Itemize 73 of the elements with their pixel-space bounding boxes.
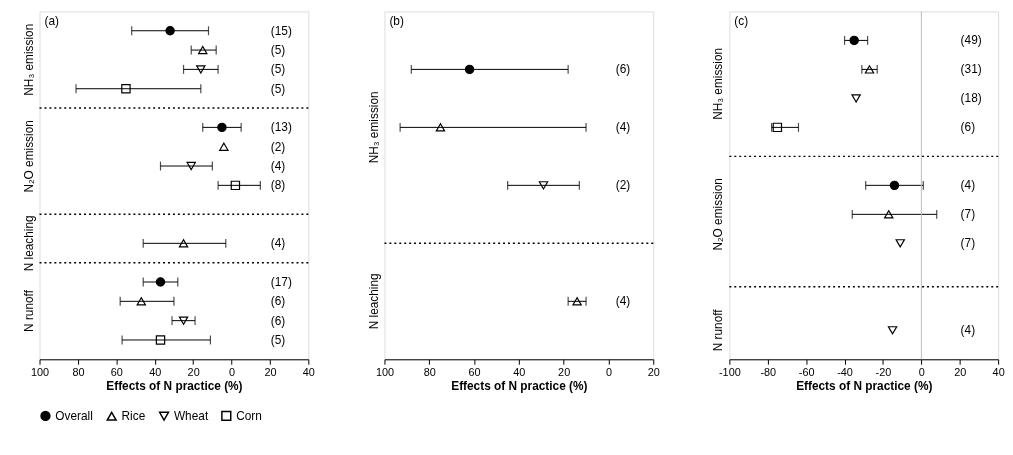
x-tick-label: 20: [187, 365, 200, 378]
y-tick-label: (6): [270, 294, 286, 309]
y-tick-label: (6): [960, 120, 976, 135]
x-tick-label: 20: [954, 365, 967, 378]
x-tick-label: 100: [375, 365, 394, 378]
y-tick-label: (7): [960, 207, 976, 222]
x-tick-label: -80: [760, 365, 777, 378]
y-tick-label: (5): [270, 81, 286, 96]
legend-label: Wheat: [173, 409, 209, 424]
text: N₂O emission: [21, 120, 36, 193]
y-tick-label: (2): [615, 178, 631, 193]
text: NH₃ emission: [21, 23, 36, 96]
y-tick-label: (4): [960, 323, 976, 338]
x-tick-label: 20: [264, 365, 277, 378]
y-tick-label: (4): [270, 158, 286, 173]
point: [196, 65, 206, 74]
point: [895, 239, 905, 248]
y-tick-label: (8): [270, 178, 286, 193]
x-tick-label: 20: [647, 365, 660, 378]
legend-label: Rice: [121, 409, 146, 424]
y-tick-label: (4): [960, 178, 976, 193]
x-tick-label: -40: [837, 365, 853, 378]
chart-title: (c): [734, 14, 749, 29]
x-tick-label: 80: [423, 365, 436, 378]
y-tick-label: (17): [270, 274, 292, 289]
y-tick-label: (4): [615, 294, 631, 309]
x-tick-label: 100: [30, 365, 50, 378]
y-tick-label: (4): [615, 120, 631, 135]
x-tick-label: 40: [992, 365, 1005, 378]
y-tick-label: (18): [960, 91, 982, 106]
x-tick-label: -60: [798, 365, 815, 378]
point: [887, 326, 898, 335]
text: NH₃ emission: [366, 91, 381, 164]
x-axis-title: Effects of N practice (%): [796, 379, 933, 394]
x-axis-title: Effects of N practice (%): [451, 379, 588, 394]
y-tick-label: (6): [615, 62, 631, 77]
x-tick-label: 20: [558, 365, 571, 378]
x-tick-label: 60: [468, 365, 481, 378]
y-tick-label: (5): [270, 62, 286, 77]
y-tick-label: (6): [270, 313, 286, 328]
x-tick-label: -20: [875, 365, 892, 378]
chart-title: (a): [44, 14, 59, 29]
y-tick-label: (13): [270, 120, 292, 135]
y-tick-label: (2): [270, 139, 286, 154]
x-tick-label: 80: [72, 365, 85, 378]
y-tick-label: (4): [270, 236, 286, 251]
x-axis-title: Effects of N practice (%): [106, 379, 243, 394]
text: N runoff: [21, 289, 36, 332]
point: [538, 181, 549, 190]
y-tick-label: (15): [270, 23, 292, 38]
legend-label: Corn: [236, 408, 262, 423]
y-tick-label: (49): [960, 33, 982, 48]
y-tick-label: (7): [960, 236, 976, 251]
x-tick-label: 40: [302, 365, 315, 378]
point: [851, 94, 861, 103]
point: [219, 142, 229, 151]
text: N₂O emission: [711, 178, 726, 251]
x-tick-label: 40: [149, 365, 162, 378]
x-tick-label: 40: [513, 365, 526, 378]
text: NH₃ emission: [711, 47, 726, 120]
x-tick-label: 60: [110, 365, 123, 378]
chart-title: (b): [389, 14, 404, 29]
y-tick-label: (5): [270, 332, 286, 347]
text: N leaching: [366, 273, 381, 330]
text: N runoff: [711, 308, 726, 352]
x-tick-label: -100: [718, 365, 741, 378]
x-tick-label: 0: [229, 365, 236, 378]
legend-label: Overall: [55, 408, 93, 423]
y-tick-label: (31): [960, 62, 982, 77]
y-tick-label: (5): [270, 43, 286, 58]
x-tick-label: 0: [918, 365, 925, 378]
x-tick-label: 0: [605, 365, 612, 378]
text: N leaching: [21, 215, 36, 272]
